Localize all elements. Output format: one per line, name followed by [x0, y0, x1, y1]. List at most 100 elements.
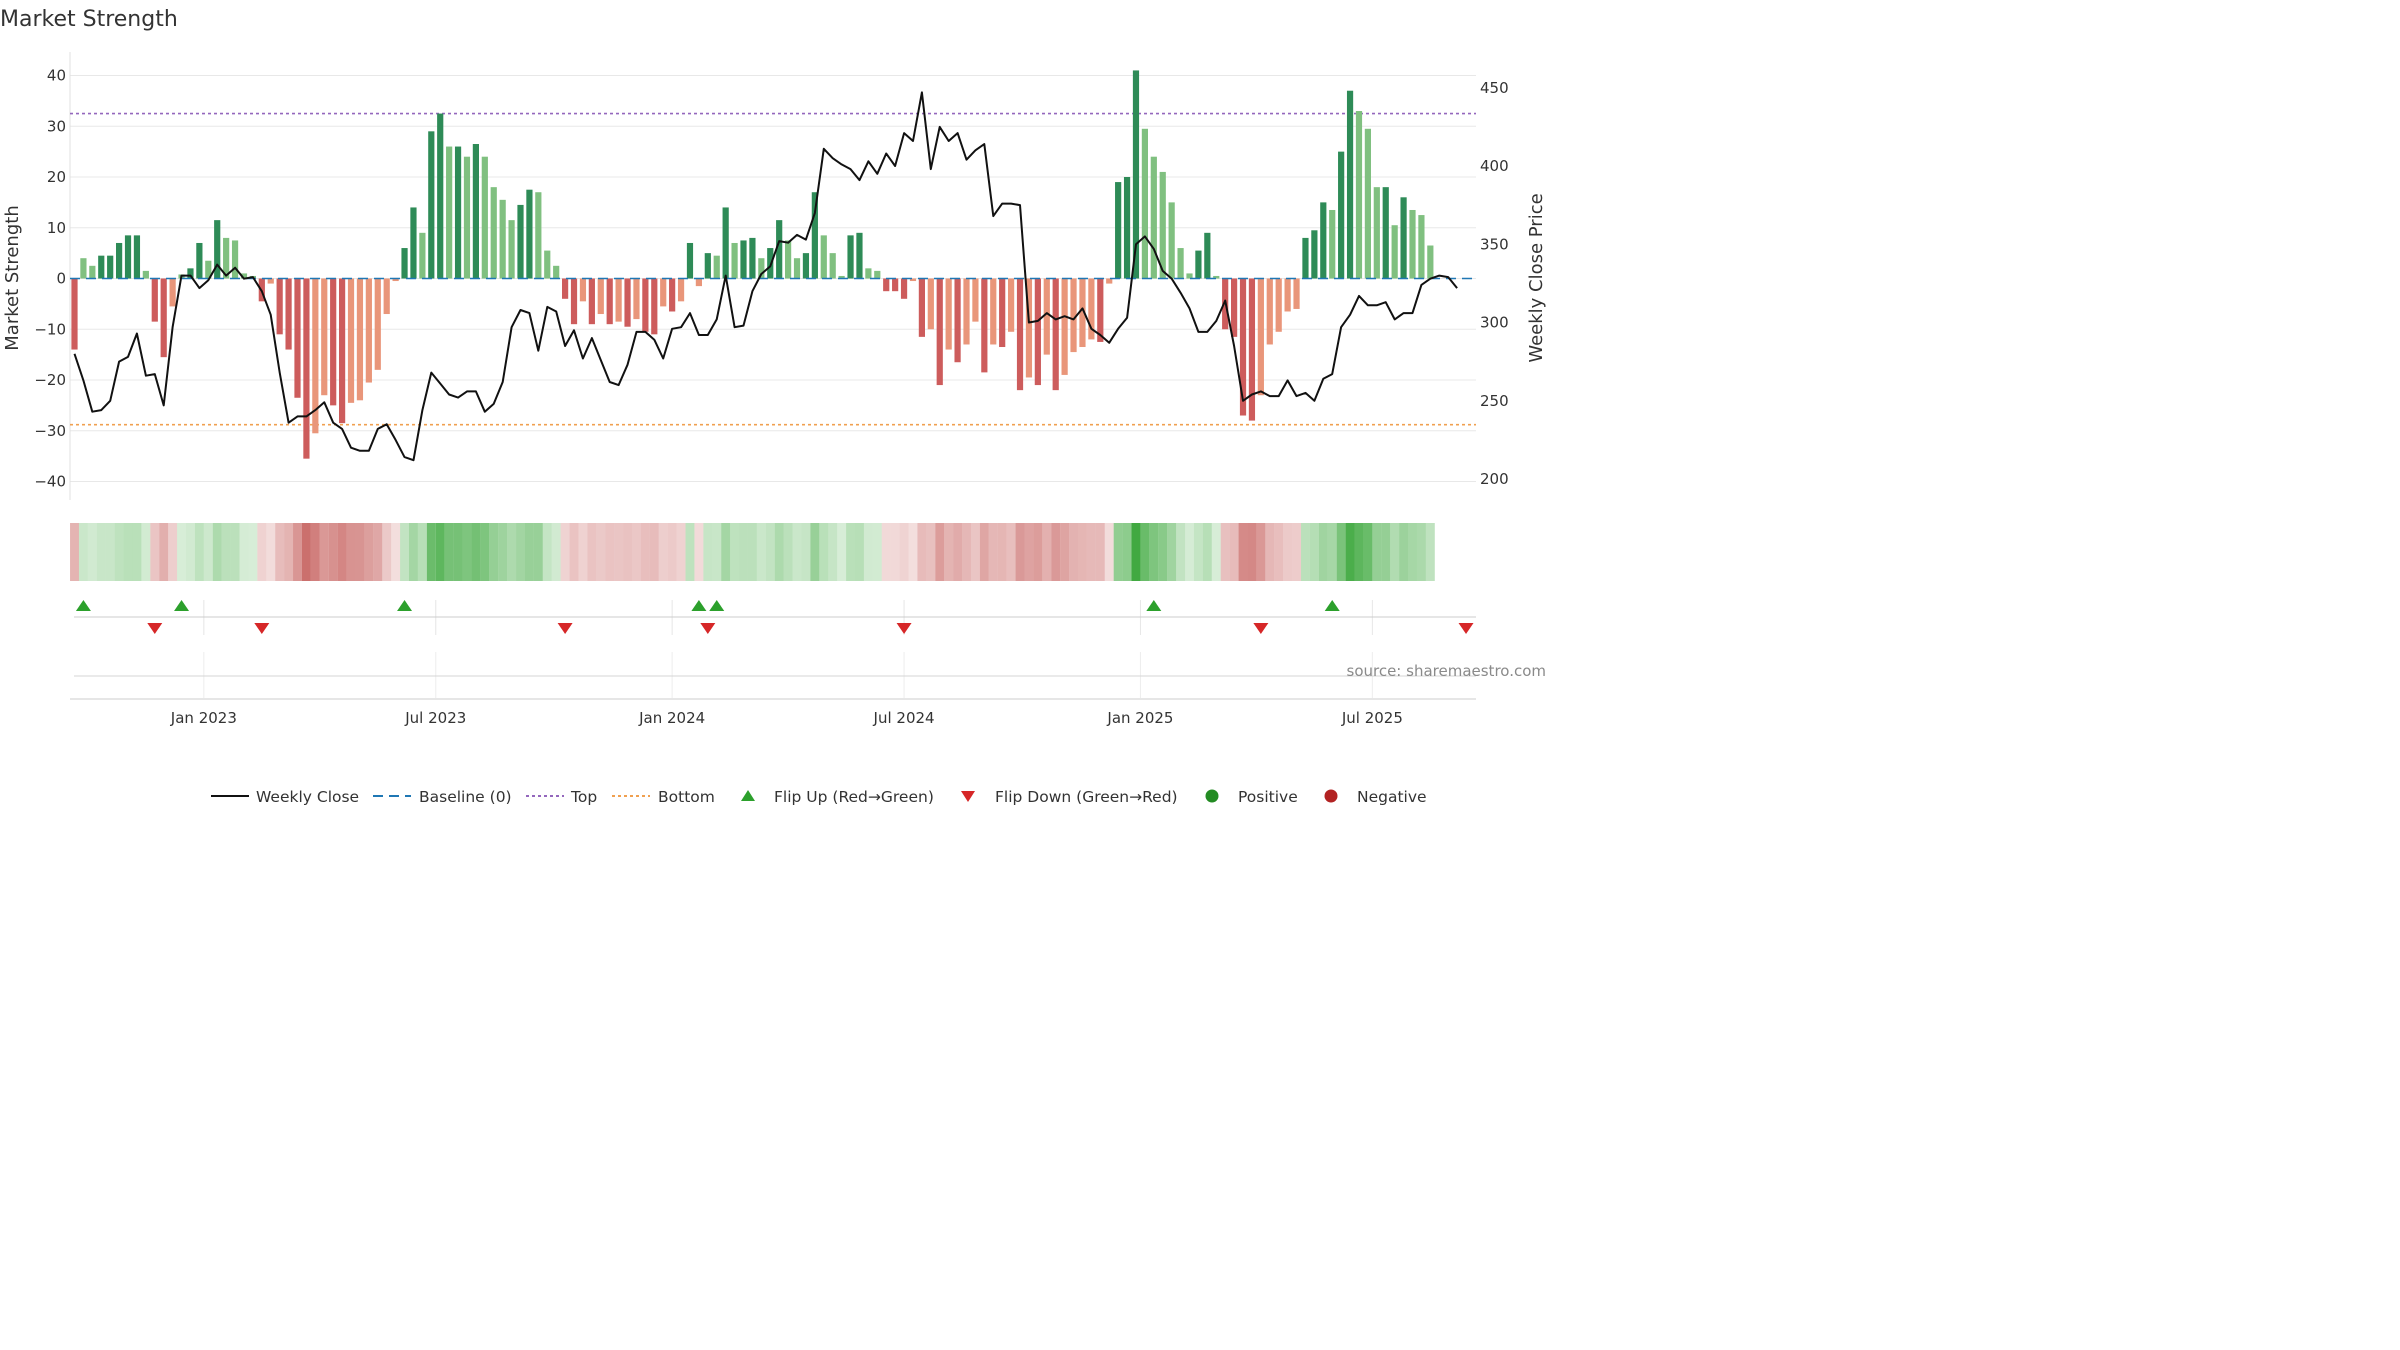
- heat-cell: [614, 523, 624, 581]
- strength-bar: [740, 240, 747, 279]
- heat-cell: [203, 523, 213, 581]
- strength-bar: [651, 278, 658, 335]
- strength-bar: [276, 278, 283, 335]
- flip-up-marker: [397, 600, 413, 611]
- strength-bar: [927, 278, 934, 330]
- strength-bar: [446, 146, 453, 279]
- heat-cell: [810, 523, 820, 581]
- legend-positive: Positive: [1238, 788, 1298, 806]
- heat-cell: [516, 523, 525, 581]
- strength-bar: [954, 278, 961, 363]
- heat-cell: [765, 523, 775, 581]
- heat-cell: [1274, 523, 1284, 581]
- heat-cell: [783, 523, 793, 581]
- strength-bar: [820, 235, 827, 279]
- heat-cell: [1015, 523, 1025, 581]
- right-tick-label: 450: [1480, 79, 1509, 97]
- heat-cell: [890, 523, 900, 581]
- heat-cell: [275, 523, 285, 581]
- legend-negative: Negative: [1357, 788, 1427, 806]
- strength-bar: [553, 265, 560, 279]
- heat-cell: [1042, 523, 1052, 581]
- x-tick-label: Jan 2025: [1106, 709, 1173, 727]
- strength-bar: [472, 144, 479, 279]
- heat-cell: [355, 523, 365, 581]
- heat-cell: [1292, 523, 1301, 581]
- heat-cell: [159, 523, 169, 581]
- strength-bar: [231, 240, 239, 279]
- strength-bar: [285, 278, 292, 350]
- strength-bar: [1025, 278, 1033, 378]
- heat-cell: [988, 523, 998, 581]
- strength-bar: [169, 278, 176, 307]
- heat-cell: [935, 523, 945, 581]
- empty-panel: [70, 652, 1476, 700]
- heat-cell: [739, 523, 748, 581]
- heat-cell: [1256, 523, 1266, 581]
- strength-bar: [89, 265, 96, 279]
- strength-bar: [999, 278, 1006, 348]
- heat-cell: [524, 523, 534, 581]
- heat-cell: [1149, 523, 1159, 581]
- legend: Weekly Close Baseline (0) Top Bottom Fli…: [211, 788, 1427, 806]
- heat-cell: [435, 523, 445, 581]
- heat-cell: [542, 523, 552, 581]
- flip-down-marker: [700, 623, 716, 634]
- heat-cell: [186, 523, 195, 581]
- heat-cell: [917, 523, 927, 581]
- heat-cell: [1283, 523, 1293, 581]
- heat-cell: [855, 523, 864, 581]
- strength-bar: [776, 220, 783, 279]
- strength-bar: [365, 278, 372, 383]
- strength-bar: [1338, 151, 1345, 279]
- strength-bar: [187, 268, 194, 279]
- strength-bar: [383, 278, 390, 315]
- weekly-close-line: [73, 91, 1458, 462]
- heat-cell: [694, 523, 704, 581]
- strength-bar: [838, 275, 845, 279]
- x-axis-ticks: Jan 2023 Jul 2023 Jan 2024 Jul 2024 Jan 2025…: [170, 709, 1403, 727]
- heat-cell: [1086, 523, 1096, 581]
- heat-cell: [1033, 523, 1043, 581]
- flip-down-marker: [557, 623, 573, 634]
- heat-cell: [1185, 523, 1194, 581]
- price-line-layer: [73, 91, 1458, 462]
- left-tick-label: 30: [47, 117, 66, 135]
- heat-cell: [703, 523, 713, 581]
- x-tick-label: Jul 2023: [404, 709, 466, 727]
- strength-bar: [1346, 90, 1354, 279]
- heat-cell: [962, 523, 971, 581]
- strength-bar: [1150, 156, 1157, 279]
- strength-bar: [883, 278, 890, 292]
- heat-cell: [230, 523, 240, 581]
- heat-cell: [658, 523, 668, 581]
- strength-bar: [1008, 278, 1015, 332]
- strength-bar: [758, 258, 765, 279]
- strength-bar: [606, 278, 613, 325]
- heat-cell: [899, 523, 909, 581]
- right-axis-label: Weekly Close Price: [1526, 193, 1547, 362]
- strength-bar: [294, 278, 301, 398]
- strength-bar: [490, 187, 497, 279]
- legend-baseline: Baseline (0): [419, 788, 512, 806]
- strength-bar: [392, 278, 399, 282]
- strength-heat-strip: [70, 523, 1435, 581]
- heat-cell: [1060, 523, 1070, 581]
- heat-cell: [801, 523, 811, 581]
- strength-bar: [1427, 245, 1434, 279]
- heat-cell: [881, 523, 891, 581]
- heat-cell: [623, 523, 632, 581]
- heat-cell: [1131, 523, 1141, 581]
- strength-bar: [597, 278, 604, 315]
- strength-bar: [151, 278, 158, 322]
- strength-bar: [1409, 209, 1416, 279]
- legend-weekly-close: Weekly Close: [256, 788, 359, 806]
- heat-cell: [676, 523, 686, 581]
- heat-cell: [578, 523, 588, 581]
- heat-cell: [1158, 523, 1168, 581]
- strength-bar: [463, 156, 471, 279]
- flip-down-marker: [1253, 623, 1269, 634]
- heat-cell: [846, 523, 855, 581]
- strength-bar: [749, 237, 756, 279]
- heat-cell: [1390, 523, 1400, 581]
